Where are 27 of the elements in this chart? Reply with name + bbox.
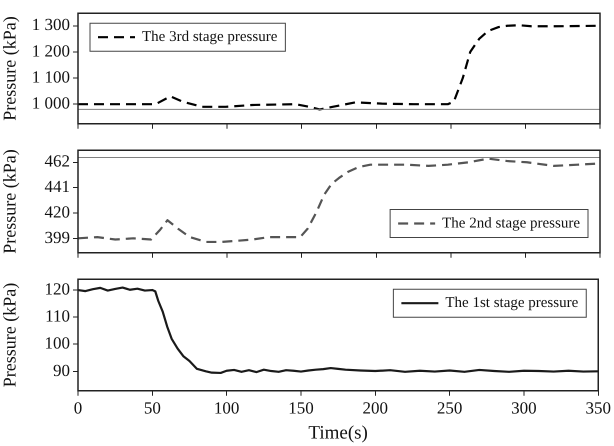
x-tick-label: 50	[144, 398, 161, 418]
y-axis-title: Pressure (kPa)	[0, 149, 20, 254]
y-tick-label: 399	[44, 228, 70, 247]
legend-label: The 3rd stage pressure	[142, 29, 278, 46]
y-tick-label: 1 300	[32, 15, 70, 34]
y-tick-label: 441	[44, 177, 70, 196]
x-tick-label: 300	[511, 398, 537, 418]
x-tick-label: 150	[288, 398, 314, 418]
legend-label: The 2nd stage pressure	[442, 215, 580, 232]
y-tick-label: 462	[44, 152, 70, 171]
x-tick-label: 200	[362, 398, 388, 418]
y-tick-label: 420	[44, 202, 70, 222]
x-axis-title: Time(s)	[308, 422, 368, 444]
y-axis-title: Pressure (kPa)	[0, 282, 20, 388]
y-tick-label: 110	[45, 306, 70, 326]
y-tick-label: 1 000	[32, 94, 70, 113]
y-tick-label: 100	[44, 334, 70, 353]
x-tick-label: 350	[586, 398, 611, 418]
x-tick-label: 0	[74, 398, 82, 418]
y-tick-label: 1 200	[32, 41, 70, 60]
x-tick-label: 250	[436, 398, 462, 418]
y-tick-label: 120	[44, 280, 70, 299]
legend-label: The 1st stage pressure	[445, 295, 579, 312]
y-tick-label: 90	[53, 360, 70, 380]
x-tick-label: 100	[214, 398, 240, 418]
y-tick-label: 1 100	[32, 68, 70, 87]
y-axis-title: Pressure (kPa)	[0, 16, 20, 121]
